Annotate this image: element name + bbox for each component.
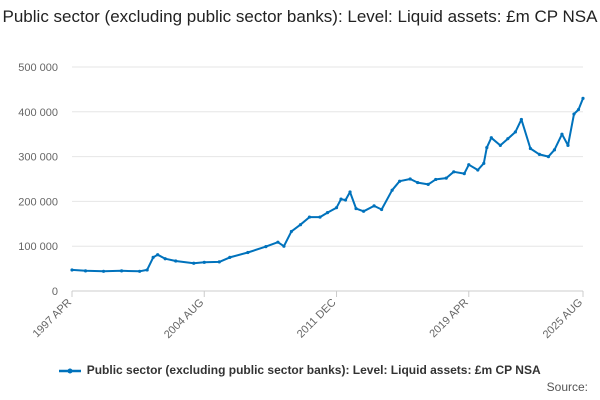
data-point[interactable] [581, 96, 585, 100]
data-point[interactable] [380, 207, 384, 212]
data-point[interactable] [576, 107, 581, 112]
data-point[interactable] [462, 172, 466, 176]
data-point[interactable] [318, 215, 322, 219]
data-point[interactable] [434, 177, 438, 182]
y-tick-label: 500 000 [18, 62, 58, 74]
data-point[interactable] [325, 211, 330, 215]
data-point[interactable] [228, 255, 232, 259]
data-point[interactable] [513, 130, 517, 134]
data-point[interactable] [192, 261, 196, 265]
data-point[interactable] [372, 204, 376, 208]
data-point[interactable] [145, 268, 149, 272]
data-point[interactable] [506, 137, 510, 141]
legend-label: Public sector (excluding public sector b… [86, 363, 541, 377]
data-point[interactable] [537, 152, 542, 156]
data-point[interactable] [560, 132, 564, 136]
data-point[interactable] [202, 260, 206, 264]
y-tick-label: 200 000 [18, 196, 58, 208]
data-point[interactable] [552, 148, 557, 152]
x-tick-label: 2025 AUG [541, 297, 585, 341]
y-tick-label: 300 000 [18, 152, 58, 164]
legend-swatch-icon [59, 368, 82, 374]
data-point[interactable] [339, 197, 343, 201]
data-point[interactable] [334, 206, 339, 210]
data-point[interactable] [398, 179, 402, 183]
x-tick-label: 2011 DEC [295, 297, 339, 341]
data-point[interactable] [151, 255, 155, 259]
data-point[interactable] [485, 146, 489, 150]
data-point[interactable] [298, 223, 303, 227]
data-point[interactable] [156, 253, 160, 257]
data-point[interactable] [119, 269, 124, 273]
data-point[interactable] [566, 143, 570, 147]
data-point[interactable] [408, 177, 412, 181]
data-point[interactable] [467, 163, 471, 167]
data-point[interactable] [289, 229, 294, 234]
series-line [71, 98, 584, 273]
data-point[interactable] [444, 176, 448, 180]
data-point[interactable] [416, 180, 420, 185]
data-point[interactable] [390, 188, 394, 192]
data-point[interactable] [546, 155, 551, 159]
data-point[interactable] [476, 168, 480, 172]
data-point[interactable] [70, 268, 74, 272]
data-point[interactable] [426, 182, 430, 186]
x-tick-label: 2019 APR [427, 297, 471, 341]
data-point[interactable] [246, 250, 250, 255]
chart-title: Public sector (excluding public sector b… [2, 7, 598, 26]
data-point[interactable] [343, 198, 348, 202]
data-point[interactable] [264, 245, 268, 249]
data-point[interactable] [307, 215, 312, 219]
data-point[interactable] [482, 161, 486, 165]
data-point[interactable] [572, 112, 576, 116]
data-point[interactable] [163, 257, 167, 261]
data-point[interactable] [348, 190, 352, 194]
data-point[interactable] [489, 136, 493, 140]
data-point[interactable] [276, 240, 280, 244]
data-point[interactable] [498, 143, 502, 147]
data-point[interactable] [83, 269, 88, 273]
data-point[interactable] [452, 170, 456, 174]
data-point[interactable] [354, 206, 358, 211]
data-point[interactable] [174, 259, 178, 263]
x-tick-label: 1997 APR [31, 297, 75, 341]
data-point[interactable] [101, 269, 106, 273]
y-tick-label: 100 000 [18, 241, 58, 253]
data-point[interactable] [528, 146, 532, 151]
grid-layer [72, 66, 583, 292]
series-layer [70, 96, 585, 273]
y-tick-label: 400 000 [18, 107, 58, 119]
data-point[interactable] [217, 260, 221, 264]
data-point[interactable] [519, 117, 523, 122]
data-point[interactable] [361, 209, 366, 213]
y-tick-label: 0 [52, 286, 58, 298]
data-point[interactable] [138, 269, 142, 273]
x-tick-label: 2004 AUG [162, 297, 206, 341]
legend[interactable]: Public sector (excluding public sector b… [0, 363, 600, 377]
source-label: Source: [546, 380, 588, 394]
data-point[interactable] [282, 244, 286, 248]
